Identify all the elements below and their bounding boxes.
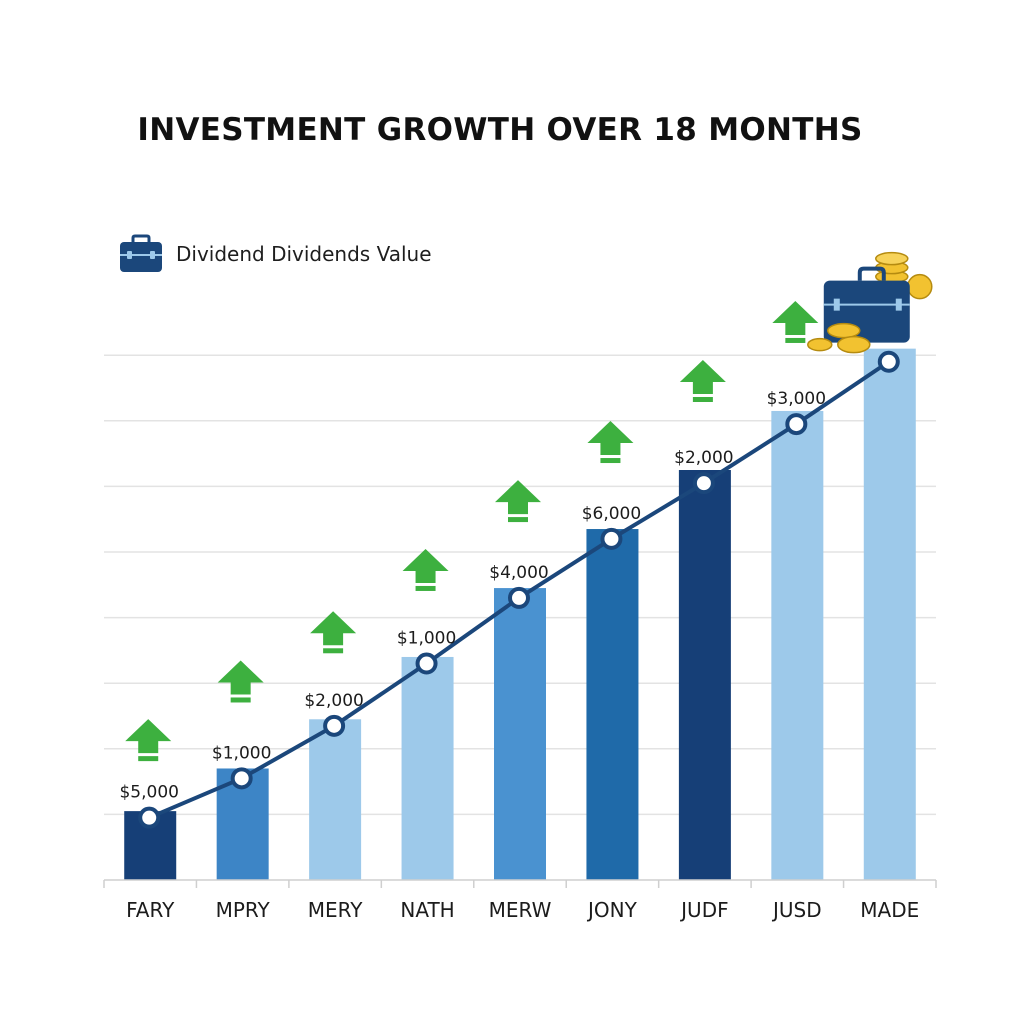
line-point <box>323 714 346 737</box>
data-label: $2,000 <box>674 448 733 468</box>
x-tick-label: JONY <box>586 898 638 922</box>
decoration <box>807 251 933 354</box>
line-point <box>230 767 253 790</box>
coin <box>907 273 933 300</box>
x-tick-label: MADE <box>860 898 919 922</box>
data-label: $5,000 <box>119 783 178 803</box>
legend-label: Dividend Dividends Value <box>176 242 432 266</box>
growth-arrow-icon <box>402 548 449 591</box>
coin <box>807 337 833 352</box>
growth-arrows <box>125 300 819 762</box>
arrow-bar <box>415 585 436 591</box>
data-label: $4,000 <box>489 563 548 583</box>
x-tick-label: MERY <box>308 898 364 922</box>
line-point <box>508 586 530 609</box>
data-label: $2,000 <box>304 691 363 711</box>
arrow-head <box>310 611 357 646</box>
arrow-bar <box>692 397 713 402</box>
briefcase-handle <box>857 266 886 281</box>
growth-arrow-icon <box>217 660 264 703</box>
line-point <box>415 652 438 675</box>
x-tick-label: JUSD <box>771 898 822 922</box>
line-point <box>138 806 161 829</box>
arrow-head <box>125 719 172 754</box>
arrow-head <box>679 360 726 394</box>
line-point <box>785 413 808 436</box>
bar-nath <box>401 656 454 880</box>
x-tick-label: FARY <box>126 898 175 922</box>
arrow-head <box>495 480 541 515</box>
coin <box>837 335 871 354</box>
growth-arrow-icon <box>310 611 357 654</box>
x-tick-label: JUDF <box>679 898 728 922</box>
coin <box>875 251 909 266</box>
growth-arrow-icon <box>125 719 172 762</box>
data-label: $6,000 <box>582 504 641 524</box>
coin <box>827 322 861 339</box>
arrow-bar <box>230 697 251 703</box>
arrow-head <box>402 548 449 583</box>
line-point <box>692 472 715 495</box>
bar-jusd <box>771 410 824 880</box>
arrow-head <box>772 300 819 335</box>
bar-judf <box>678 470 731 880</box>
legend: Dividend Dividends Value <box>118 234 432 274</box>
briefcase-clasp <box>895 298 902 311</box>
arrow-bar <box>138 756 159 762</box>
data-label: $1,000 <box>212 743 271 763</box>
arrow-bar <box>785 337 806 343</box>
line-point <box>600 527 623 550</box>
growth-arrow-icon <box>587 421 634 464</box>
bar-jony <box>586 529 639 880</box>
line-point <box>877 350 900 373</box>
growth-arrow-icon <box>772 300 819 343</box>
bar-made <box>863 348 916 880</box>
growth-line <box>138 350 900 829</box>
arrow-bar <box>323 648 344 654</box>
data-label: $1,000 <box>397 629 456 649</box>
data-label: $3,000 <box>767 389 826 409</box>
arrow-bar <box>600 458 621 464</box>
x-tick-label: NATH <box>400 898 454 922</box>
chart-title: INVESTMENT GROWTH OVER 18 MONTHS <box>137 112 863 148</box>
briefcase-clasp <box>833 298 840 311</box>
x-tick-label: MERW <box>489 898 552 922</box>
arrow-head <box>217 660 264 695</box>
x-tick-label: MPRY <box>216 898 271 922</box>
bar-mery <box>309 719 362 880</box>
data-labels: $5,000 $1,000 $2,000 $1,000 $4,000 $6,000 $2,0… <box>119 389 826 803</box>
growth-arrow-icon <box>495 480 541 523</box>
growth-arrow-icon <box>679 360 726 402</box>
arrow-head <box>587 421 634 456</box>
briefcase-icon <box>120 234 162 272</box>
bar-merw <box>494 588 546 880</box>
x-axis: FARY MPRY MERY NATH MERW JONY JUDF JUSD MADE <box>103 879 937 922</box>
briefcase-coins-icon <box>807 251 933 354</box>
bars <box>124 348 916 880</box>
arrow-bar <box>508 517 528 523</box>
